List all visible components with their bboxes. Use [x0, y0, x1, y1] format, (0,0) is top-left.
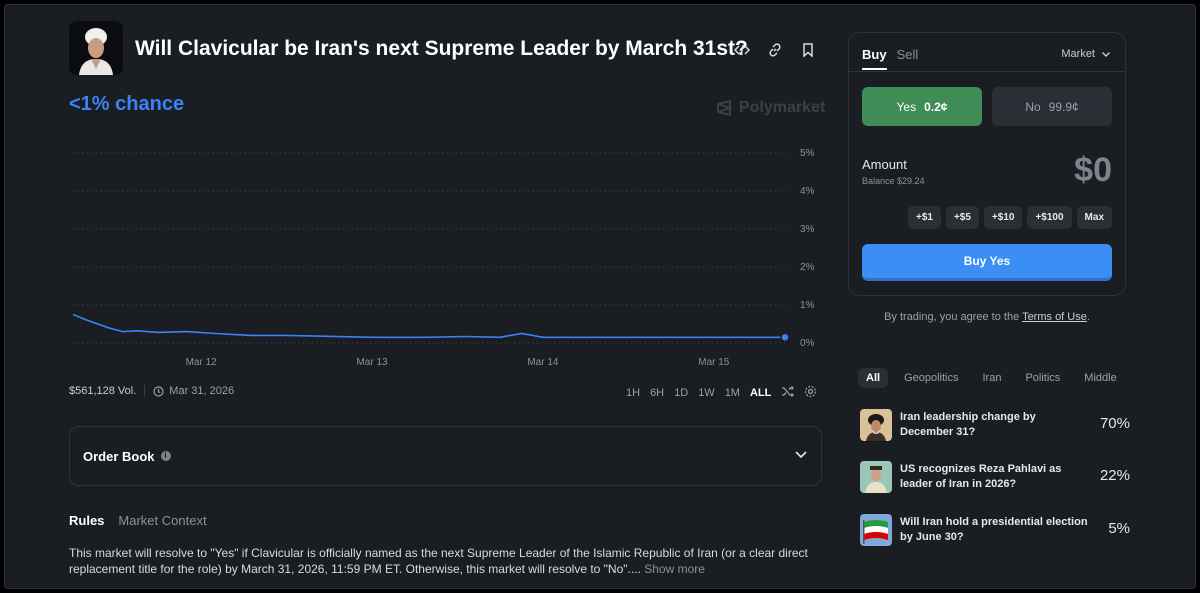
- trade-panel: Buy Sell Market Yes 0.2¢ No 99.9¢ Amount…: [848, 32, 1126, 296]
- market-percent: 22%: [1099, 467, 1130, 484]
- chevron-down-icon: [794, 447, 808, 466]
- tab-rules[interactable]: Rules: [69, 513, 105, 528]
- divider: [144, 385, 146, 397]
- info-icon[interactable]: i: [160, 451, 171, 461]
- y-tick-label: 2%: [800, 262, 815, 273]
- end-date: Mar 31, 2026: [153, 385, 234, 397]
- y-tick-label: 5%: [800, 148, 815, 159]
- y-tick-label: 0%: [800, 338, 815, 349]
- embed-code-icon[interactable]: [733, 41, 751, 59]
- quick-add-button[interactable]: +$5: [945, 206, 979, 229]
- category-tabs: All Geopolitics Iran Politics Middle: [858, 368, 1134, 388]
- related-market[interactable]: Will Iran hold a presidential election b…: [858, 514, 1130, 550]
- order-book-label: Order Book: [83, 448, 155, 464]
- rules-body: This market will resolve to "Yes" if Cla…: [69, 546, 808, 576]
- clock-icon: [153, 385, 164, 397]
- shuffle-icon[interactable]: [781, 385, 795, 401]
- market-question: US recognizes Reza Pahlavi as leader of …: [900, 463, 1062, 490]
- end-date-text: Mar 31, 2026: [169, 385, 235, 397]
- terms-notice: By trading, you agree to the Terms of Us…: [848, 311, 1126, 323]
- terms-prefix: By trading, you agree to the: [884, 311, 1023, 323]
- chance-value: <1% chance: [69, 93, 185, 115]
- related-market[interactable]: US recognizes Reza Pahlavi as leader of …: [858, 461, 1130, 497]
- range-1h[interactable]: 1H: [626, 387, 641, 399]
- amount-input[interactable]: $0: [1074, 151, 1112, 189]
- balance-text: Balance $29.24: [862, 176, 925, 186]
- polymarket-logo-icon: [717, 99, 733, 117]
- category-tab-politics[interactable]: Politics: [1025, 372, 1061, 384]
- market-question: Iran leadership change by December 31?: [900, 411, 1036, 438]
- market-percent: 70%: [1099, 415, 1130, 432]
- quick-add-button[interactable]: +$1: [907, 206, 941, 229]
- market-thumbnail: [860, 409, 892, 441]
- trade-tabs: Buy Sell: [862, 47, 918, 70]
- quick-add-buttons: +$1 +$5 +$10 +$100 Max: [907, 206, 1112, 229]
- tab-sell[interactable]: Sell: [896, 47, 919, 62]
- order-book-toggle[interactable]: Order Book i: [69, 426, 822, 486]
- no-label: No: [1025, 99, 1041, 114]
- yes-outcome-button[interactable]: Yes 0.2¢: [862, 87, 982, 126]
- terms-suffix: .: [1086, 311, 1090, 323]
- time-range-selector: 1H 6H 1D 1W 1M ALL: [626, 385, 817, 401]
- series-line: [72, 313, 785, 339]
- terms-of-use-link[interactable]: Terms of Use: [1022, 311, 1087, 323]
- no-price: 99.9¢: [1048, 99, 1079, 114]
- no-outcome-button[interactable]: No 99.9¢: [992, 87, 1112, 126]
- order-type-label: Market: [1061, 48, 1095, 60]
- y-tick-label: 1%: [800, 300, 815, 311]
- link-icon[interactable]: [766, 41, 784, 59]
- category-tab-all[interactable]: All: [858, 368, 889, 388]
- x-tick-label: Mar 12: [186, 357, 218, 365]
- chevron-down-icon: [1102, 52, 1110, 57]
- category-tab-iran[interactable]: Iran: [982, 372, 1002, 384]
- x-tick-label: Mar 13: [356, 357, 388, 365]
- y-tick-label: 4%: [800, 186, 815, 197]
- order-type-select[interactable]: Market: [1061, 48, 1111, 60]
- gear-icon[interactable]: [804, 385, 817, 401]
- volume-row: $561,128 Vol. Mar 31, 2026: [69, 385, 234, 397]
- tab-market-context[interactable]: Market Context: [118, 513, 207, 528]
- brand-label: Polymarket: [739, 99, 826, 116]
- yes-price: 0.2¢: [924, 99, 948, 114]
- market-thumbnail: [860, 514, 892, 546]
- divider: [849, 71, 1125, 72]
- bookmark-icon[interactable]: [799, 41, 817, 59]
- app-frame: Will Clavicular be Iran's next Supreme L…: [4, 4, 1196, 589]
- market-question: Will Iran hold a presidential election b…: [900, 516, 1088, 543]
- info-tabs: Rules Market Context: [69, 513, 207, 528]
- buy-yes-button[interactable]: Buy Yes: [862, 244, 1112, 281]
- rules-text: This market will resolve to "Yes" if Cla…: [69, 545, 829, 577]
- range-1m[interactable]: 1M: [724, 387, 740, 399]
- range-1d[interactable]: 1D: [674, 387, 689, 399]
- yes-label: Yes: [896, 99, 917, 114]
- y-tick-label: 3%: [800, 224, 815, 235]
- category-tab-middle[interactable]: Middle: [1084, 372, 1117, 384]
- x-tick-label: Mar 14: [527, 357, 559, 365]
- market-thumbnail: [860, 461, 892, 493]
- range-1w[interactable]: 1W: [698, 387, 715, 399]
- market-avatar: [69, 21, 123, 75]
- range-all[interactable]: ALL: [749, 387, 772, 399]
- tab-buy[interactable]: Buy: [862, 47, 887, 70]
- quick-add-button[interactable]: Max: [1076, 206, 1112, 229]
- market-percent: 5%: [1108, 520, 1130, 537]
- price-chart[interactable]: 5% 4% 3% 2% 1% 0% Mar 12 Mar 13 Mar 14 Mar 15: [65, 135, 825, 365]
- amount-label: Amount: [862, 157, 907, 172]
- x-tick-label: Mar 15: [698, 357, 730, 365]
- range-6h[interactable]: 6H: [650, 387, 665, 399]
- show-more-link[interactable]: Show more: [644, 562, 705, 576]
- polymarket-watermark: Polymarket: [715, 99, 825, 117]
- volume-value: $561,128 Vol.: [69, 385, 137, 397]
- related-market[interactable]: Iran leadership change by December 31? 7…: [858, 409, 1130, 445]
- category-tab-geopolitics[interactable]: Geopolitics: [904, 372, 959, 384]
- market-title: Will Clavicular be Iran's next Supreme L…: [135, 37, 748, 60]
- current-point: [780, 332, 790, 343]
- quick-add-button[interactable]: +$10: [983, 206, 1023, 229]
- quick-add-button[interactable]: +$100: [1027, 206, 1072, 229]
